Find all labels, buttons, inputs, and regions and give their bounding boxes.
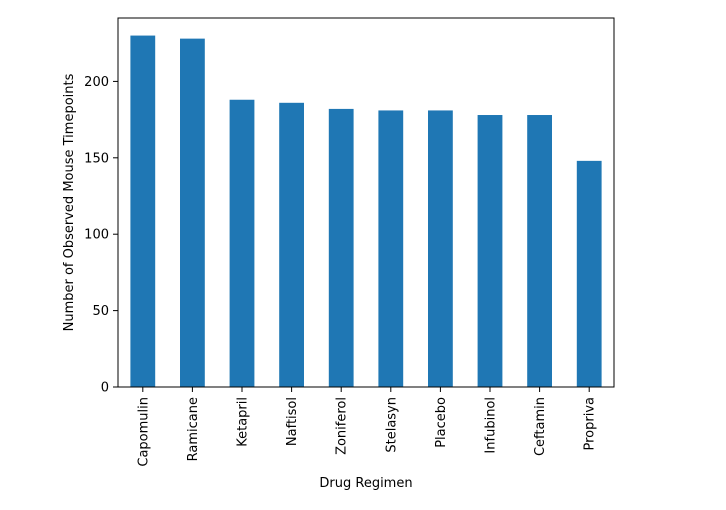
y-axis-label: Number of Observed Mouse Timepoints	[62, 73, 77, 331]
x-axis: Capomulin Ramicane Ketapril Naftisol Zonifer…	[136, 387, 598, 467]
y-tick-label: 50	[92, 304, 109, 319]
bar-capomulin	[130, 35, 156, 387]
x-tick-label-ketapril: Ketapril	[236, 397, 251, 447]
y-axis: 0 50 100 150 200	[84, 75, 118, 396]
bar-placebo	[428, 110, 453, 387]
y-tick-label: 0	[101, 381, 109, 396]
bar-ramicane	[180, 38, 205, 387]
bar-zoniferol	[328, 108, 354, 387]
x-tick-label-capomulin: Capomulin	[136, 397, 151, 467]
x-axis-label: Drug Regimen	[319, 476, 412, 491]
bars-group	[130, 35, 602, 388]
y-tick-label: 100	[84, 228, 109, 243]
x-tick-label-infubinol: Infubinol	[484, 397, 499, 454]
plot-frame	[117, 17, 615, 388]
x-tick-label-propriva: Propriva	[583, 397, 598, 451]
bar-ceftamin	[527, 115, 552, 388]
x-tick-label-ramicane: Ramicane	[186, 397, 201, 461]
y-tick-label: 200	[84, 75, 109, 90]
x-tick-label-ceftamin: Ceftamin	[533, 397, 548, 456]
x-tick-label-naftisol: Naftisol	[285, 397, 300, 446]
x-tick-label-placebo: Placebo	[434, 397, 449, 448]
bar-naftisol	[279, 102, 304, 388]
x-tick-label-stelasyn: Stelasyn	[384, 397, 399, 453]
x-tick-label-zoniferol: Zoniferol	[335, 397, 350, 455]
bar-infubinol	[477, 115, 503, 388]
bar-ketapril	[229, 99, 255, 387]
bar-propriva	[576, 160, 602, 387]
y-tick-label: 150	[84, 151, 109, 166]
bar-stelasyn	[378, 110, 404, 387]
